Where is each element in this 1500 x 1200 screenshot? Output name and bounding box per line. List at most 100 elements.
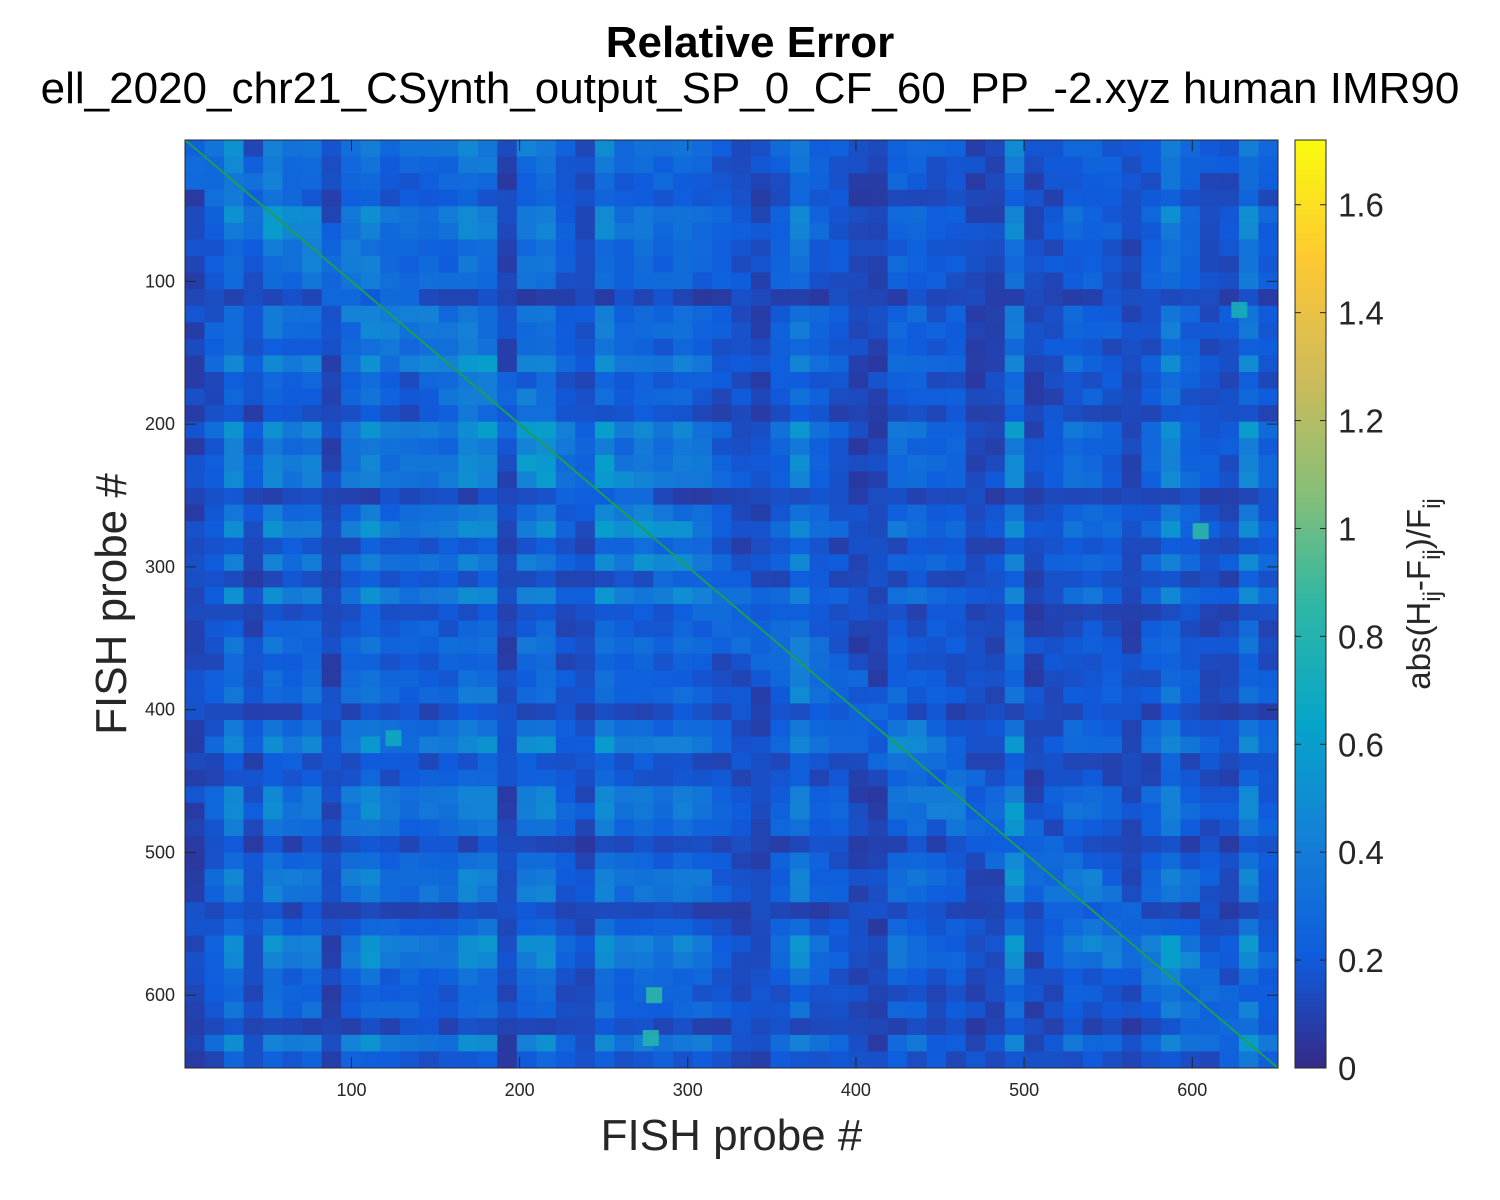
heatmap-cell [1199,554,1221,572]
heatmap-cell [751,720,772,738]
heatmap-cell [829,570,850,589]
heatmap-cell [1238,852,1260,870]
heatmap-cell [809,1018,830,1036]
heatmap-cell [731,686,752,705]
heatmap-cell [711,388,733,406]
heatmap-cell [458,256,479,274]
heatmap-cell [419,504,440,522]
heatmap-cell [575,620,596,638]
heatmap-cell [438,173,459,191]
heatmap-cell [1258,156,1278,174]
heatmap-cell [380,372,401,390]
heatmap-cell [536,587,557,605]
heatmap-cell [1043,836,1064,854]
heatmap-cell [672,587,694,605]
heatmap-cell [594,289,615,307]
heatmap-cell [282,372,303,390]
heatmap-cell [1160,189,1182,207]
heatmap-cell [711,620,733,638]
heatmap-cell [711,537,733,555]
heatmap-cell [1024,802,1045,821]
heatmap-cell [848,471,869,489]
heatmap-cell [985,1034,1006,1053]
heatmap-cell [282,852,303,870]
heatmap-cell [1160,819,1182,837]
heatmap-cell [1102,968,1123,986]
heatmap-cell [321,620,342,638]
heatmap-cell [1258,537,1278,555]
heatmap-cell [1199,289,1221,307]
heatmap-cell [399,1051,420,1068]
heatmap-cell [692,521,713,539]
heatmap-cell [1238,869,1260,887]
heatmap-cell [555,968,576,986]
heatmap-cell [536,289,557,307]
heatmap-cell [1238,338,1260,357]
heatmap-cell [497,753,518,771]
heatmap-cell [1180,786,1201,804]
heatmap-cell [1141,869,1162,887]
heatmap-cell [672,488,694,506]
heatmap-cell [1180,703,1201,721]
heatmap-cell [516,653,537,671]
heatmap-cell [1199,355,1221,373]
heatmap-cell [809,587,830,605]
heatmap-cell [419,637,440,655]
heatmap-cell [653,703,674,721]
heatmap-cell [282,802,303,821]
heatmap-cell [321,272,342,290]
heatmap-cell [848,836,869,854]
heatmap-cell [185,653,206,671]
heatmap-cell [1082,256,1103,274]
heatmap-cell [438,140,459,158]
heatmap-cell [1219,720,1240,738]
heatmap-cell [341,653,362,671]
heatmap-cell [653,173,674,191]
heatmap-cell [555,156,576,174]
heatmap-cell [731,338,752,357]
heatmap-cell [516,753,537,771]
heatmap-cell [204,935,225,953]
heatmap-cell [887,587,908,605]
heatmap-cell [1024,819,1045,837]
heatmap-cell [594,753,615,771]
heatmap-cell [1141,521,1162,539]
heatmap-cell [731,239,752,257]
heatmap-cell [477,604,498,622]
heatmap-cell [672,653,694,671]
heatmap-cell [1199,802,1221,821]
heatmap-cell [848,488,869,506]
heatmap-cell [946,952,967,970]
heatmap-cell [848,1051,869,1068]
heatmap-cell [263,836,284,854]
y-tick-label: 600 [145,985,175,1005]
heatmap-cell [555,537,576,555]
heatmap-cell [302,720,323,738]
heatmap-cell [1160,952,1182,970]
heatmap-cell [965,852,986,870]
heatmap-cell [1043,769,1064,787]
heatmap-cell [711,222,733,241]
heatmap-cell [243,587,264,605]
heatmap-cell [887,355,908,373]
heatmap-cell [1082,554,1103,572]
heatmap-cell [868,372,889,390]
heatmap-cell [1121,819,1142,837]
heatmap-cell [1219,686,1240,705]
heatmap-cell [321,438,342,456]
heatmap-cell [848,421,869,439]
heatmap-cell [614,454,635,473]
heatmap-cell [380,388,401,406]
heatmap-cell [985,653,1006,671]
heatmap-cell [1238,189,1260,207]
heatmap-cell [946,537,967,555]
heatmap-cell [380,1001,401,1019]
heatmap-cell [497,388,518,406]
heatmap-cell [1024,322,1045,340]
heatmap-cell [653,587,674,605]
heatmap-cell [477,802,498,821]
heatmap-cell [731,637,752,655]
heatmap-cell [711,769,733,787]
heatmap-cell [1102,156,1123,174]
heatmap-cell [458,786,479,804]
